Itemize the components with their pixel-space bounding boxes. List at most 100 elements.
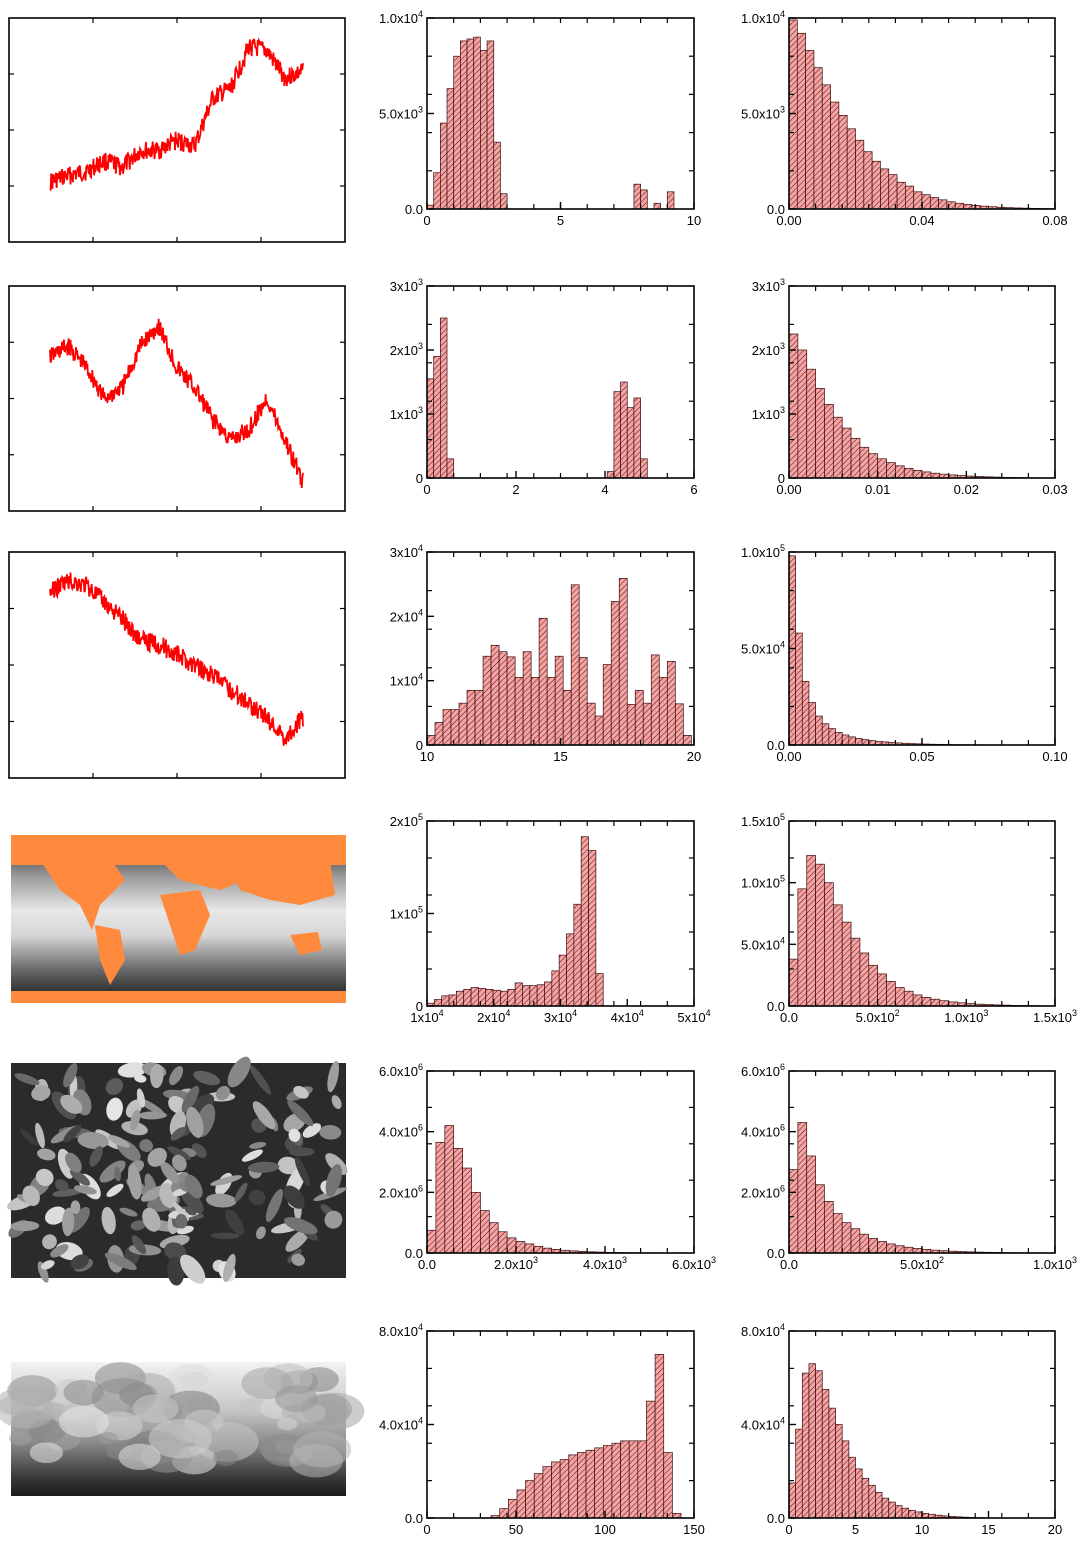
y-tick-label: 1x103 — [390, 405, 423, 422]
leaf — [101, 1206, 116, 1235]
histogram-bar — [894, 1245, 905, 1254]
histogram-bar — [838, 115, 848, 210]
histogram-bar — [914, 1511, 923, 1519]
histogram-bar — [868, 1484, 876, 1519]
histogram-bar — [824, 404, 834, 479]
y-tick-label: 0.0 — [767, 1246, 785, 1261]
row1-line-frame — [8, 17, 346, 243]
row1-series-line — [49, 37, 304, 192]
leaf — [20, 1129, 39, 1146]
x-tick-label: 1.0x103 — [944, 1008, 988, 1025]
histogram-bar — [895, 987, 905, 1007]
y-tick-label: 0.0 — [767, 999, 785, 1014]
leaf — [138, 1111, 167, 1120]
histogram-bar — [868, 1238, 878, 1254]
x-tick-label: 0 — [423, 213, 430, 228]
histogram-bar — [546, 677, 556, 746]
cloud-blob — [132, 1394, 179, 1423]
x-tick-label: 5 — [852, 1522, 859, 1537]
histogram-bar — [808, 702, 816, 746]
histogram-bar — [446, 88, 455, 210]
histogram-bar — [813, 67, 823, 210]
histogram-bar — [797, 349, 808, 479]
histogram-bar — [841, 1222, 852, 1254]
y-tick-label: 3x103 — [390, 277, 423, 294]
leaf — [73, 1185, 97, 1195]
leaf — [225, 1209, 245, 1236]
leaf — [31, 1085, 51, 1101]
histogram-bar — [446, 458, 455, 479]
leaf — [62, 1207, 75, 1237]
histogram-bar — [620, 1440, 630, 1519]
x-tick-label: 0.05 — [909, 749, 934, 764]
row6-middle-histogram: 0 50 100 150 0.0 4.0x104 8.0x104 — [379, 1322, 705, 1537]
x-tick-label: 0.08 — [1042, 213, 1067, 228]
leaf — [324, 1210, 343, 1229]
leaf — [130, 1220, 146, 1231]
histogram-bar — [588, 850, 597, 1007]
y-tick-label: 1.0x105 — [741, 874, 785, 891]
leaf — [130, 1109, 141, 1131]
histogram-bar — [570, 584, 580, 746]
histogram-bar — [815, 388, 825, 479]
histogram-bar — [895, 465, 905, 479]
histogram-bar — [426, 734, 436, 746]
histogram-bar — [930, 998, 941, 1007]
histogram-bar — [855, 139, 865, 210]
x-tick-label: 5.0x102 — [900, 1255, 944, 1272]
histogram-bar — [442, 709, 452, 746]
histogram-bar — [788, 555, 797, 746]
histogram-bar — [610, 601, 620, 746]
y-tick-label: 8.0x104 — [741, 1322, 785, 1339]
histogram-bar — [633, 397, 641, 479]
histogram-bar — [888, 1501, 896, 1519]
y-tick-label: 1.0x104 — [379, 9, 423, 26]
histogram-bar — [514, 982, 523, 1007]
x-tick-label: 0.03 — [1042, 482, 1067, 497]
histogram-bar — [888, 174, 898, 210]
leaf — [227, 1056, 251, 1088]
histogram-bar — [516, 1489, 526, 1519]
leaf — [63, 1124, 82, 1143]
histogram-bar — [515, 1241, 526, 1254]
histogram-bar — [841, 427, 852, 479]
row1-middle-histogram: 0 5 10 0.0 5.0x103 1.0x104 — [379, 9, 701, 228]
leaf — [175, 1213, 188, 1229]
leaf — [302, 1123, 322, 1138]
continent-3 — [160, 890, 210, 955]
histogram-bar — [788, 1169, 799, 1254]
row3-middle-histogram: 10 15 20 0 1x104 2x104 3x104 — [390, 543, 701, 764]
leaf — [327, 1060, 340, 1093]
y-tick-label: 0.0 — [405, 1511, 423, 1526]
histogram-bar — [788, 19, 798, 210]
histogram-bar — [628, 1440, 639, 1519]
y-tick-label: 2x103 — [752, 341, 785, 358]
histogram-bar — [896, 181, 906, 210]
y-tick-label: 6.0x106 — [741, 1062, 785, 1079]
histogram-bar — [466, 689, 476, 746]
leaf — [69, 1169, 91, 1186]
row2-right-histogram: 0.00 0.01 0.02 0.03 0 1x103 2x103 3x103 — [752, 277, 1068, 497]
y-tick-label: 0 — [416, 999, 423, 1014]
leaf — [106, 1183, 124, 1198]
histogram-bar — [602, 1445, 613, 1519]
histogram-bar — [444, 1125, 455, 1254]
histogram-bar — [471, 1191, 481, 1254]
histogram-bar — [466, 38, 475, 210]
leaf — [22, 1185, 40, 1206]
x-tick-label: 0.0 — [780, 1010, 798, 1025]
histogram-bar — [903, 468, 914, 479]
leaf — [142, 1207, 161, 1232]
histogram-bar — [828, 728, 836, 746]
histogram-bar — [585, 1449, 596, 1519]
histogram-bar — [824, 1201, 834, 1254]
histogram-bar — [886, 462, 896, 479]
continent-2 — [160, 858, 245, 890]
histogram-bar — [642, 702, 652, 746]
x-tick-label: 6 — [690, 482, 697, 497]
leaf — [181, 1085, 200, 1113]
leaf — [249, 1141, 267, 1149]
histogram-bar — [577, 1452, 587, 1519]
histogram-bar — [903, 990, 914, 1007]
x-tick-label: 0.00 — [776, 749, 801, 764]
